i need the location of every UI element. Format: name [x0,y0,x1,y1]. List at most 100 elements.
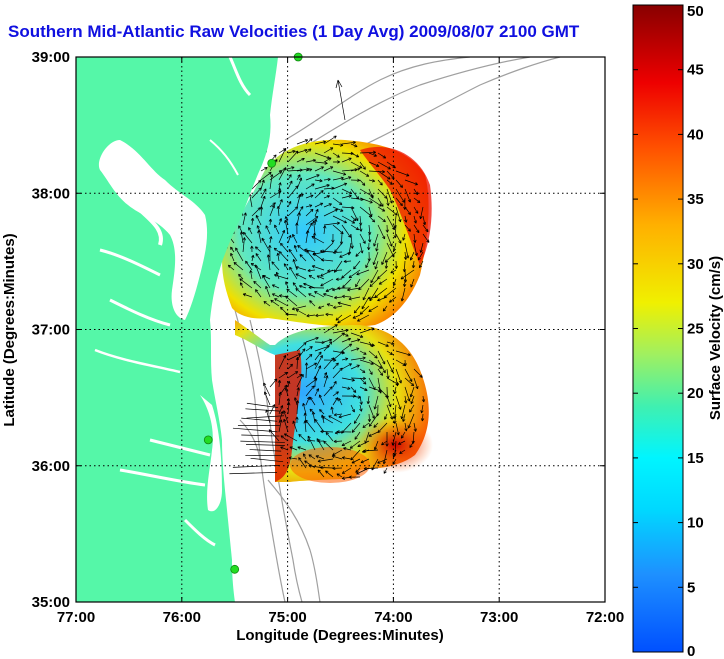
velocity-vector [292,282,298,289]
velocity-vector [318,394,325,406]
velocity-vector [314,388,320,397]
velocity-vector [359,359,374,366]
velocity-vector [305,385,315,397]
velocity-vector [350,364,360,370]
velocity-vector [241,417,278,422]
x-tick-label: 77:00 [57,609,95,626]
velocity-vector [368,161,380,167]
velocity-vector [368,233,372,243]
velocity-vector [341,456,352,460]
velocity-vector [363,449,379,453]
velocity-vector [350,215,357,222]
velocity-vector [265,225,271,235]
velocity-vector [386,206,398,216]
velocity-vector [377,296,388,302]
velocity-vector [280,446,289,451]
velocity-vector [271,261,280,271]
velocity-vector [341,363,352,370]
velocity-vector [308,293,316,298]
velocity-vector [287,363,293,370]
velocity-vector [384,260,389,269]
velocity-vector [295,357,300,370]
velocity-vector [350,347,360,352]
velocity-vector [245,260,253,271]
velocity-vector [229,471,278,475]
velocity-vector [305,419,316,433]
velocity-vector [417,251,424,261]
velocity-vector [377,206,386,212]
velocity-vector [381,251,388,265]
velocity-vector [323,221,340,226]
velocity-vector [336,473,343,478]
velocity-vector [280,435,289,442]
velocity-vector [239,282,244,289]
velocity-vector [375,242,379,252]
velocity-vector [338,413,352,419]
velocity-vector [282,410,289,424]
velocity-vector [350,178,361,182]
y-tick-label: 38:00 [32,185,70,202]
velocity-vector [335,314,343,321]
radar-station-marker [267,158,277,168]
velocity-vector [305,158,317,163]
velocity-vector [341,294,352,299]
velocity-vector [311,265,325,271]
velocity-vector [359,170,370,177]
velocity-vector [377,170,391,180]
velocity-vector [418,260,424,269]
velocity-vector [325,287,334,292]
velocity-vector [367,296,379,300]
velocity-vector [385,224,389,233]
velocity-vector [341,269,352,279]
colorbar-tick-label: 35 [687,191,704,208]
velocity-vector [363,466,379,471]
velocity-vector [311,411,316,424]
velocity-vector [323,372,328,379]
velocity-vector [268,245,272,262]
velocity-vector [287,180,293,190]
velocity-vector [302,453,307,460]
velocity-vector [315,455,325,460]
velocity-vector [413,188,419,196]
velocity-vector [341,140,356,145]
velocity-vector [356,269,370,276]
velocity-vector [242,231,253,244]
velocity-vector [296,157,305,163]
velocity-vector [410,278,415,288]
velocity-vector [409,440,415,448]
velocity-vector [249,270,253,280]
velocity-vector [332,143,344,147]
bathymetry-contours [234,57,561,602]
velocity-vector [295,288,307,298]
velocity-vector [385,432,389,447]
velocity-vector [262,275,271,289]
velocity-vector [269,170,283,181]
velocity-vector [377,224,386,240]
velocity-vector [350,356,366,361]
velocity-vector [410,395,415,405]
velocity-vector [341,157,352,163]
velocity-vector [238,273,244,280]
velocity-vector [383,467,388,474]
high-velocity-region-northeast [360,146,432,265]
velocity-vector [368,188,374,199]
velocity-vector [305,362,318,370]
y-tick-label: 35:00 [32,594,70,611]
velocity-vector [413,224,420,234]
velocity-vector [350,338,361,343]
velocity-vector [413,368,423,378]
velocity-vector [298,457,307,469]
velocity-vector [402,413,406,422]
velocity-vector [273,273,289,280]
velocity-vector [323,341,333,352]
velocity-vector [419,206,424,220]
velocity-vector [386,341,395,346]
velocity-vector [359,395,363,405]
velocity-vector [359,233,366,244]
velocity-vector [333,413,343,417]
velocity-vector [332,206,344,212]
velocity-vector [359,305,370,315]
velocity-vector [341,337,352,343]
velocity-vector [298,284,307,289]
colorbar-tick-label: 25 [687,321,704,338]
